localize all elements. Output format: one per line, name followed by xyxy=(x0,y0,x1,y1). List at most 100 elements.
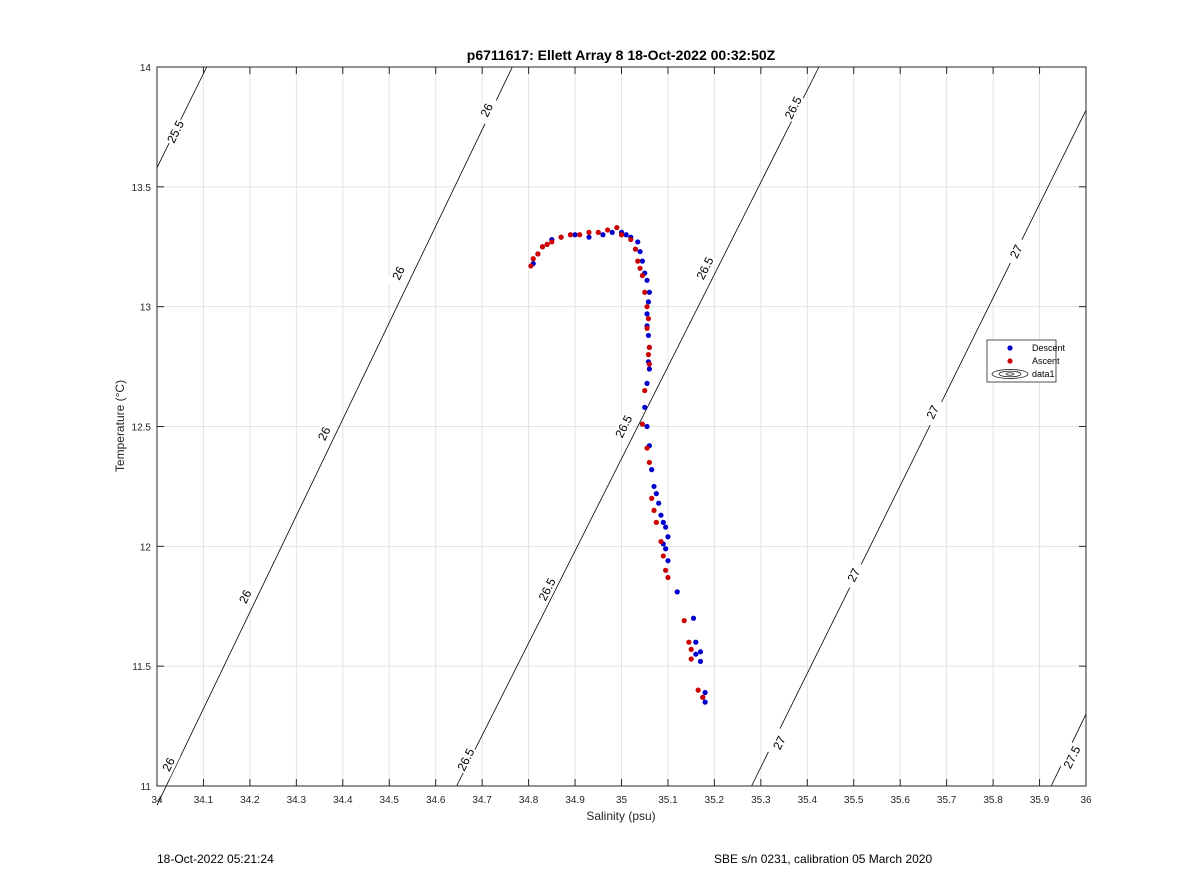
x-tick-label: 34.9 xyxy=(565,795,585,806)
x-tick-label: 35 xyxy=(616,795,628,806)
descent-point xyxy=(656,500,662,506)
descent-point xyxy=(653,491,659,497)
x-tick-label: 34.6 xyxy=(426,795,446,806)
x-axis-label: Salinity (psu) xyxy=(586,809,655,823)
descent-point xyxy=(702,689,708,696)
ascent-point xyxy=(644,325,650,331)
x-tick-label: 35.4 xyxy=(798,795,818,806)
ascent-point xyxy=(658,538,664,545)
descent-point xyxy=(645,299,652,305)
isopycnal-label-gap xyxy=(156,749,181,780)
x-tick-label: 34.7 xyxy=(472,795,492,806)
isopycnal-label-gap xyxy=(920,397,945,427)
ascent-point xyxy=(681,618,687,624)
isopycnal-label-gap xyxy=(474,95,499,125)
isopycnal-label: 26 xyxy=(159,755,178,773)
ascent-point xyxy=(604,227,611,233)
descent-point xyxy=(693,639,699,645)
descent-point xyxy=(660,519,666,525)
x-tick-label: 34.2 xyxy=(240,795,260,806)
descent-point xyxy=(697,649,704,655)
y-tick-label: 11 xyxy=(141,782,152,793)
isopycnal-label-gap xyxy=(611,411,636,442)
x-tick-label: 34.4 xyxy=(333,795,353,806)
y-tick-label: 12.5 xyxy=(132,423,152,434)
ascent-point xyxy=(535,251,541,257)
descent-point xyxy=(663,524,669,530)
ascent-point xyxy=(688,656,694,662)
isopycnal-label-gap xyxy=(1004,236,1029,267)
descent-point xyxy=(645,332,652,339)
descent-point xyxy=(644,277,650,283)
isopycnal-label-gap xyxy=(163,116,188,147)
isopycnal-label: 26 xyxy=(236,587,255,605)
axis-ticks: 34 34.1 34.2 34.3 34.4 34.5 34.6 34.7 34.8 34.9 35… xyxy=(132,63,1092,806)
x-tick-label: 35.1 xyxy=(658,795,678,806)
ascent-point xyxy=(632,246,639,252)
ascent-point xyxy=(644,445,650,451)
x-tick-label: 36 xyxy=(1080,795,1092,806)
legend-data1-label: data1 xyxy=(1032,369,1055,379)
isopycnal-label-gap xyxy=(386,258,411,288)
x-tick-label: 35.7 xyxy=(937,795,957,806)
x-tick-label: 35.6 xyxy=(890,795,910,806)
ascent-point xyxy=(628,236,634,243)
ascent-point xyxy=(642,387,648,394)
y-tick-label: 11.5 xyxy=(132,662,151,673)
x-tick-label: 35.3 xyxy=(751,795,771,806)
isopycnal-line xyxy=(751,109,1087,787)
ascent-point xyxy=(644,304,650,310)
ascent-point xyxy=(549,239,555,245)
chart-title: p6711617: Ellett Array 8 18-Oct-2022 00:… xyxy=(467,47,776,63)
ascent-point xyxy=(700,694,706,700)
descent-point xyxy=(651,483,657,490)
ascent-point xyxy=(567,232,574,238)
ascent-point xyxy=(646,459,652,466)
isopycnal-label: 27 xyxy=(1007,242,1026,260)
descent-point xyxy=(674,589,680,595)
x-tick-label: 35.2 xyxy=(705,795,725,806)
ascent-point xyxy=(688,646,694,652)
x-tick-label: 35.8 xyxy=(983,795,1003,806)
ascent-point xyxy=(637,265,643,271)
legend[interactable]: Descent Ascent data1 xyxy=(986,339,1066,383)
x-tick-label: 34.5 xyxy=(380,795,400,806)
descent-point xyxy=(658,512,664,518)
x-tick-label: 35.5 xyxy=(844,795,864,806)
ascent-point xyxy=(651,507,657,513)
ascent-point xyxy=(530,256,536,262)
y-tick-label: 13.5 xyxy=(132,183,152,194)
ascent-point xyxy=(646,344,652,351)
ascent-point xyxy=(645,352,652,358)
ascent-point xyxy=(558,234,564,240)
isopycnal-label-gap xyxy=(312,418,337,449)
isopycnal-label: 26 xyxy=(478,101,497,119)
descent-point xyxy=(644,423,650,430)
legend-descent-marker xyxy=(1007,345,1013,351)
isopycnal-label: 27 xyxy=(770,733,789,751)
isopycnal-label-gap xyxy=(233,581,258,612)
isopycnal-label: 26 xyxy=(315,424,334,442)
ascent-point xyxy=(577,232,583,238)
y-tick-label: 13 xyxy=(140,303,152,314)
legend-contour-icon xyxy=(991,369,1029,379)
isopycnal-label: 27 xyxy=(923,403,942,421)
descent-point xyxy=(697,658,704,664)
x-tick-label: 34.8 xyxy=(519,795,539,806)
descent-point xyxy=(609,229,615,235)
footer-calibration: SBE s/n 0231, calibration 05 March 2020 xyxy=(714,852,933,866)
descent-point xyxy=(644,380,650,386)
ascent-point xyxy=(639,272,646,279)
isopycnal-lines: 25.5262626262626.526.526.526.526.5272727… xyxy=(156,66,1087,806)
isopycnal-label-gap xyxy=(767,728,792,758)
descent-point xyxy=(572,232,578,238)
descent-point xyxy=(646,366,652,372)
descent-point xyxy=(586,234,592,240)
ascent-point xyxy=(642,289,648,295)
legend-descent-label: Descent xyxy=(1032,343,1066,353)
x-tick-label: 34.1 xyxy=(194,795,214,806)
ascent-point xyxy=(586,229,592,235)
ascent-point xyxy=(646,361,652,367)
descent-point xyxy=(646,289,652,295)
isopycnal-label-gap xyxy=(453,744,478,775)
